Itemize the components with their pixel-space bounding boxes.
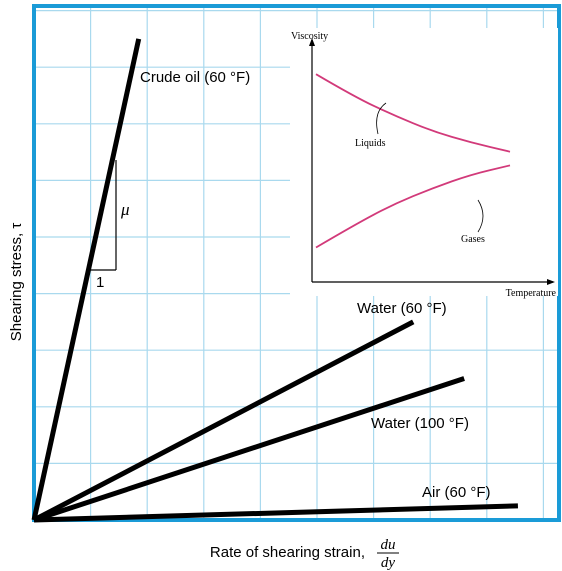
series-label-crude-oil: Crude oil (60 °F)	[140, 69, 250, 86]
inset-series-label-liquids: Liquids	[355, 138, 386, 149]
series-line-water-100	[33, 376, 465, 523]
inset-series-group	[315, 73, 511, 249]
inset-y-axis-arrow	[309, 38, 315, 46]
inset-line-liquids	[315, 73, 511, 153]
inset-gases-leader	[477, 199, 484, 233]
x-axis-fraction: du dy	[377, 537, 399, 571]
inset-liquids-leader	[376, 102, 387, 135]
series-label-water-60: Water (60 °F)	[357, 300, 447, 317]
inset-y-axis-label: Viscosity	[291, 31, 328, 42]
series-line-crude-oil	[31, 38, 142, 521]
x-axis-fraction-numerator: du	[381, 537, 396, 553]
inset-x-axis-arrow	[547, 279, 555, 285]
y-axis-label: Shearing stress, τ	[8, 223, 25, 342]
series-line-air	[33, 503, 519, 523]
inset-chart: Viscosity Temperature Liquids Gases	[290, 28, 558, 299]
inset-series-label-gases: Gases	[461, 234, 485, 245]
inset-x-axis-label: Temperature	[506, 288, 557, 299]
slope-run-label: 1	[96, 274, 104, 291]
x-axis-label: Rate of shearing strain,	[210, 544, 365, 561]
inset-background	[290, 28, 558, 296]
x-axis-fraction-denominator: dy	[381, 555, 396, 571]
inset-line-gases	[315, 164, 511, 249]
series-label-air: Air (60 °F)	[422, 484, 491, 501]
series-label-water-100: Water (100 °F)	[371, 415, 469, 432]
series-line-water-60	[32, 319, 415, 523]
slope-rise-label: μ	[120, 200, 130, 219]
slope-triangle: 1 μ	[90, 160, 130, 291]
main-series-group	[31, 38, 519, 523]
